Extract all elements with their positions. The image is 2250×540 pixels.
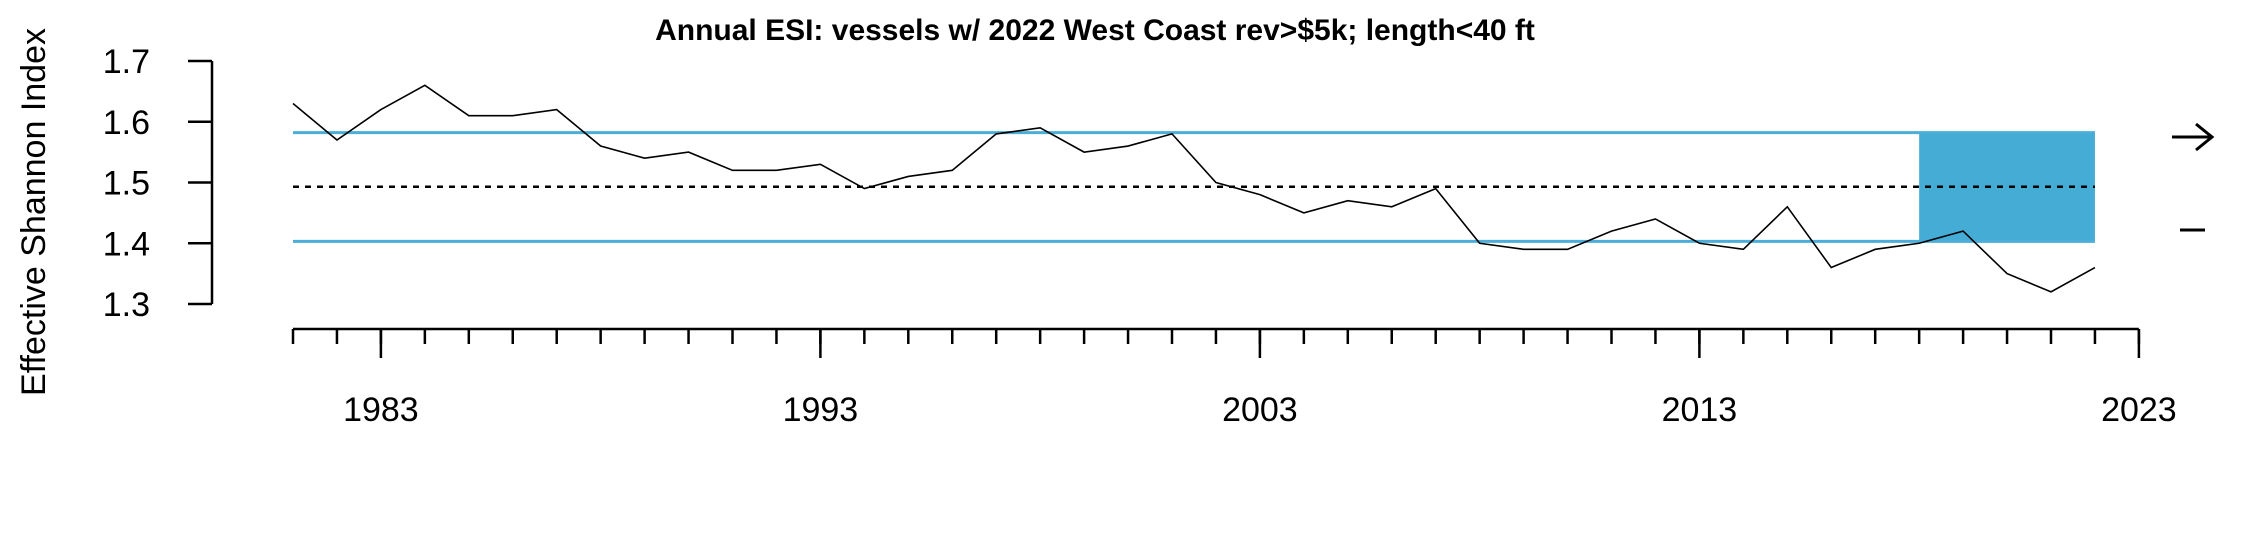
y-tick-label: 1.4 bbox=[103, 225, 150, 263]
series-line bbox=[292, 84, 2096, 293]
x-tick-label: 1993 bbox=[783, 391, 859, 429]
y-axis-label: Effective Shannon Index bbox=[15, 28, 53, 396]
x-tick-label: 2003 bbox=[1222, 391, 1298, 429]
y-tick-label: 1.3 bbox=[103, 286, 150, 324]
x-axis: 1983 1993 2003 2013 2023 bbox=[291, 327, 2177, 429]
y-axis: 1.3 1.4 1.5 1.6 1.7 bbox=[103, 43, 214, 324]
x-tick-label: 1983 bbox=[343, 391, 419, 429]
x-tick-label: 2013 bbox=[1662, 391, 1738, 429]
y-tick-label: 1.5 bbox=[103, 165, 150, 203]
recent-period-box bbox=[1919, 132, 2095, 242]
trend-arrow-icon bbox=[2172, 122, 2215, 152]
x-tick-label: 2023 bbox=[2101, 391, 2177, 429]
chart-title: Annual ESI: vessels w/ 2022 West Coast r… bbox=[655, 14, 1535, 47]
y-tick-label: 1.7 bbox=[103, 43, 150, 81]
y-tick-label: 1.6 bbox=[103, 104, 150, 142]
